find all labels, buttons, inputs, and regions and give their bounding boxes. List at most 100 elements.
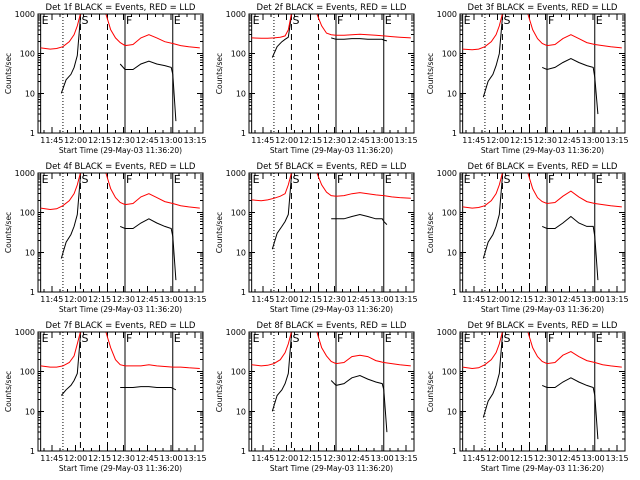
plot-title: Det 3f BLACK = Events, RED = LLD [468,3,618,13]
y-tick-label: 1 [30,288,35,297]
plot-title: Det 5f BLACK = Events, RED = LLD [257,162,407,172]
event-marker-label: E [596,332,603,345]
y-tick-label: 100 [231,368,246,377]
lld-series-line [105,172,200,209]
event-marker-label: E [385,14,392,27]
event-marker-label: F [126,173,132,186]
y-tick-label: 10 [447,89,457,98]
events-series-line [271,15,292,58]
event-marker-label: S [81,14,88,27]
plot-frame [459,331,626,452]
x-axis-label: Start Time (29-May-03 11:36:20) [59,305,182,314]
x-tick-label: 12:15 [299,295,322,304]
x-tick-label: 13:15 [395,454,418,463]
x-tick-label: 13:15 [606,454,629,463]
events-series-line [120,386,177,391]
plot-frame [459,13,626,134]
x-tick-label: 12:30 [112,295,135,304]
events-series-line [482,17,503,98]
events-series-line [541,377,599,440]
plot-title: Det 1f BLACK = Events, RED = LLD [46,3,196,13]
x-tick-label: 11:45 [462,136,485,145]
lld-series-line [40,13,81,50]
detector-plot: Det 5f BLACK = Events, RED = LLD Counts/s… [215,162,418,314]
x-axis-label: Start Time (29-May-03 11:36:20) [59,464,182,473]
plot-frame [248,172,415,293]
y-tick-label: 1000 [226,10,246,19]
x-tick-label: 11:45 [251,295,274,304]
x-axis-label: Start Time (29-May-03 11:36:20) [270,464,393,473]
x-tick-label: 12:45 [558,454,581,463]
lld-series-line [105,13,200,49]
lld-series-line [316,172,411,199]
y-tick-label: 10 [236,407,246,416]
x-tick-label: 12:00 [275,454,298,463]
event-marker-label: E [385,173,392,186]
event-marker-label: S [503,332,510,345]
y-axis-label: Counts/sec [215,371,224,412]
x-tick-label: 11:45 [40,136,63,145]
y-tick-label: 1 [30,129,35,138]
event-marker-label: E [42,14,49,27]
x-axis-label: Start Time (29-May-03 11:36:20) [270,305,393,314]
x-tick-label: 12:30 [323,136,346,145]
lld-series-line [527,331,622,368]
x-tick-label: 13:00 [160,454,183,463]
x-axis-label: Start Time (29-May-03 11:36:20) [59,146,182,155]
x-tick-label: 12:15 [299,136,322,145]
x-tick-label: 12:30 [323,454,346,463]
events-series-line [60,335,81,396]
events-series-line [482,176,503,259]
event-marker-label: E [174,173,181,186]
x-tick-label: 12:30 [112,454,135,463]
event-marker-label: E [464,173,471,186]
plot-title: Det 4f BLACK = Events, RED = LLD [46,162,196,172]
y-tick-label: 10 [25,248,35,257]
x-tick-label: 12:45 [347,295,370,304]
x-tick-label: 13:00 [582,454,605,463]
x-tick-label: 12:45 [347,136,370,145]
detector-plot: Det 1f BLACK = Events, RED = LLD Counts/s… [4,3,207,155]
plot-frame [37,331,204,452]
x-tick-label: 11:45 [251,454,274,463]
lld-series-line [40,331,81,368]
y-tick-label: 1000 [15,169,35,178]
x-tick-label: 12:30 [323,295,346,304]
events-series-line [541,215,599,281]
lld-series-line [316,13,411,39]
event-marker-label: S [292,173,299,186]
plot-frame [248,331,415,452]
event-marker-label: E [596,14,603,27]
events-series-line [119,218,177,281]
lld-series-line [40,172,81,211]
x-tick-label: 12:45 [558,136,581,145]
x-tick-label: 11:45 [462,454,485,463]
x-tick-label: 11:45 [40,295,63,304]
x-tick-label: 13:15 [184,454,207,463]
event-marker-label: S [503,14,510,27]
lld-series-line [462,13,503,51]
y-tick-label: 1 [30,447,35,456]
lld-series-line [527,172,622,208]
y-axis-label: Counts/sec [4,53,13,94]
y-tick-label: 10 [447,407,457,416]
x-tick-label: 12:00 [486,136,509,145]
detector-plot: Det 7f BLACK = Events, RED = LLD Counts/s… [4,321,207,473]
x-axis-label: Start Time (29-May-03 11:36:20) [270,146,393,155]
x-tick-label: 12:00 [275,295,298,304]
y-tick-label: 10 [447,248,457,257]
x-tick-label: 13:00 [371,136,394,145]
event-marker-label: F [337,332,343,345]
events-series-line [331,37,388,42]
y-tick-label: 1 [452,447,457,456]
x-tick-label: 13:00 [160,295,183,304]
x-tick-label: 12:15 [88,454,111,463]
events-series-line [119,60,177,122]
x-tick-label: 12:00 [275,136,298,145]
y-axis-label: Counts/sec [4,371,13,412]
event-marker-label: S [503,173,510,186]
events-series-line [271,335,292,412]
event-marker-label: E [464,332,471,345]
y-tick-label: 1 [452,129,457,138]
